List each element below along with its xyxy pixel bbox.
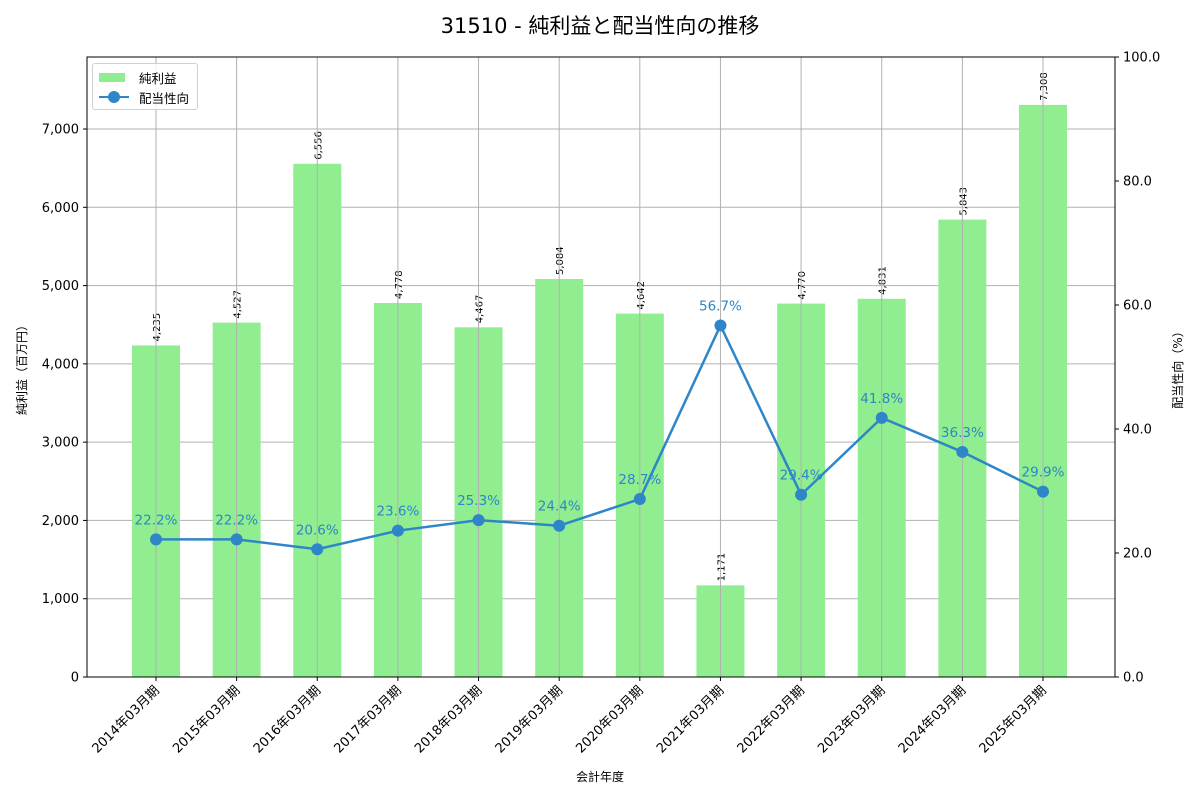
bar-value-label: 4,770 [797, 271, 808, 300]
x-tick-label: 2015年03月期 [170, 683, 243, 756]
y-right-tick-label: 0.0 [1123, 671, 1144, 686]
bar-value-label: 4,831 [878, 266, 889, 295]
y-right-tick-label: 80.0 [1123, 175, 1152, 190]
chart-title: 31510 - 純利益と配当性向の推移 [440, 14, 760, 38]
payout-ratio-label: 28.7% [618, 472, 661, 488]
line-marker [472, 514, 485, 527]
legend: 純利益 配当性向 [92, 63, 198, 110]
bar-value-label: 5,843 [958, 187, 969, 216]
bar-value-label: 4,642 [636, 281, 647, 310]
bar-value-label: 4,235 [152, 313, 163, 342]
payout-ratio-label: 56.7% [699, 298, 742, 314]
y-axis-label-right: 配当性向（%） [1170, 325, 1185, 408]
line-marker [391, 524, 404, 537]
line-marker [311, 543, 324, 556]
x-tick-label: 2021年03月期 [654, 683, 727, 756]
x-tick-label: 2017年03月期 [331, 683, 404, 756]
y-tick-label: 1,000 [42, 592, 79, 607]
legend-label-net-income: 純利益 [139, 70, 177, 86]
line-marker [230, 533, 243, 546]
bar-value-label: 6,556 [313, 131, 324, 160]
y-tick-label: 0 [71, 671, 79, 686]
x-tick-label: 2018年03月期 [412, 683, 485, 756]
bar-value-label: 1,171 [716, 553, 727, 582]
payout-ratio-label: 24.4% [538, 499, 581, 515]
x-tick-label: 2025年03月期 [977, 683, 1050, 756]
bar-value-label: 4,778 [394, 270, 405, 299]
x-tick-label: 2020年03月期 [573, 683, 646, 756]
vertical-grid-lines [155, 57, 1044, 677]
legend-label-payout-ratio: 配当性向 [139, 90, 190, 106]
y-tick-labels-right: 0.0 20.0 40.0 60.0 80.0 100.0 [1123, 51, 1160, 686]
line-marker [795, 488, 808, 501]
y-tick-label: 5,000 [42, 279, 79, 294]
line-marker [553, 519, 566, 532]
x-axis-label: 会計年度 [576, 769, 624, 784]
bar-value-labels: 4,235 4,527 6,556 4,778 4,467 5,084 4,642 1,171… [152, 72, 1050, 581]
y-tick-label: 7,000 [42, 123, 79, 138]
line-marker [875, 411, 888, 424]
y-tick-label: 3,000 [42, 436, 79, 451]
line-marker [150, 533, 162, 546]
payout-ratio-label: 23.6% [376, 504, 419, 520]
line-marker [714, 319, 727, 332]
legend-item-payout-ratio: 配当性向 [99, 88, 189, 106]
x-tick-label: 2022年03月期 [735, 683, 808, 756]
bar-value-label: 4,527 [233, 290, 244, 319]
y-tick-label: 4,000 [42, 357, 79, 372]
payout-ratio-label: 41.8% [860, 391, 903, 407]
legend-bar-swatch-icon [99, 72, 125, 82]
x-tick-label: 2014年03月期 [90, 683, 163, 756]
y-right-tick-label: 20.0 [1123, 547, 1152, 562]
x-tick-labels: 2014年03月期 2015年03月期 2016年03月期 2017年03月期 2018… [90, 683, 1050, 756]
y-tick-label: 6,000 [42, 201, 79, 216]
y-tick-label: 2,000 [42, 514, 79, 529]
x-tick-label: 2016年03月期 [251, 683, 324, 756]
bar-value-label: 5,084 [555, 246, 566, 275]
axes [83, 56, 1119, 681]
y-axis-label-left: 純利益（百万円） [15, 319, 29, 415]
payout-ratio-label: 25.3% [457, 493, 500, 509]
payout-ratio-label: 22.2% [135, 512, 178, 528]
payout-ratio-label: 29.9% [1022, 465, 1065, 481]
y-right-tick-label: 100.0 [1123, 51, 1160, 66]
payout-ratio-label: 20.6% [296, 522, 339, 538]
legend-item-net-income: 純利益 [99, 68, 177, 86]
line-marker [633, 493, 646, 506]
x-tick-label: 2019年03月期 [493, 683, 566, 756]
x-tick-label: 2024年03月期 [896, 683, 969, 756]
y-right-tick-label: 40.0 [1123, 423, 1152, 438]
bar-value-label: 4,467 [475, 295, 486, 324]
payout-ratio-label: 36.3% [941, 425, 984, 441]
payout-ratio-label: 29.4% [780, 468, 823, 484]
x-tick-label: 2023年03月期 [815, 683, 888, 756]
line-marker [956, 445, 969, 458]
line-series-payout-ratio: 22.2% 22.2% 20.6% 23.6% 25.3% 24.4% 28.7% 56.7%… [135, 298, 1065, 556]
legend-line-marker-icon [99, 90, 129, 104]
bar-series-net-income [132, 104, 1067, 678]
line-marker [1037, 485, 1049, 498]
y-tick-labels-left: 0 1,000 2,000 3,000 4,000 5,000 6,000 7,000 [42, 123, 79, 686]
bar-value-label: 7,308 [1039, 72, 1050, 101]
y-right-tick-label: 60.0 [1123, 299, 1152, 314]
payout-ratio-label: 22.2% [215, 512, 258, 528]
